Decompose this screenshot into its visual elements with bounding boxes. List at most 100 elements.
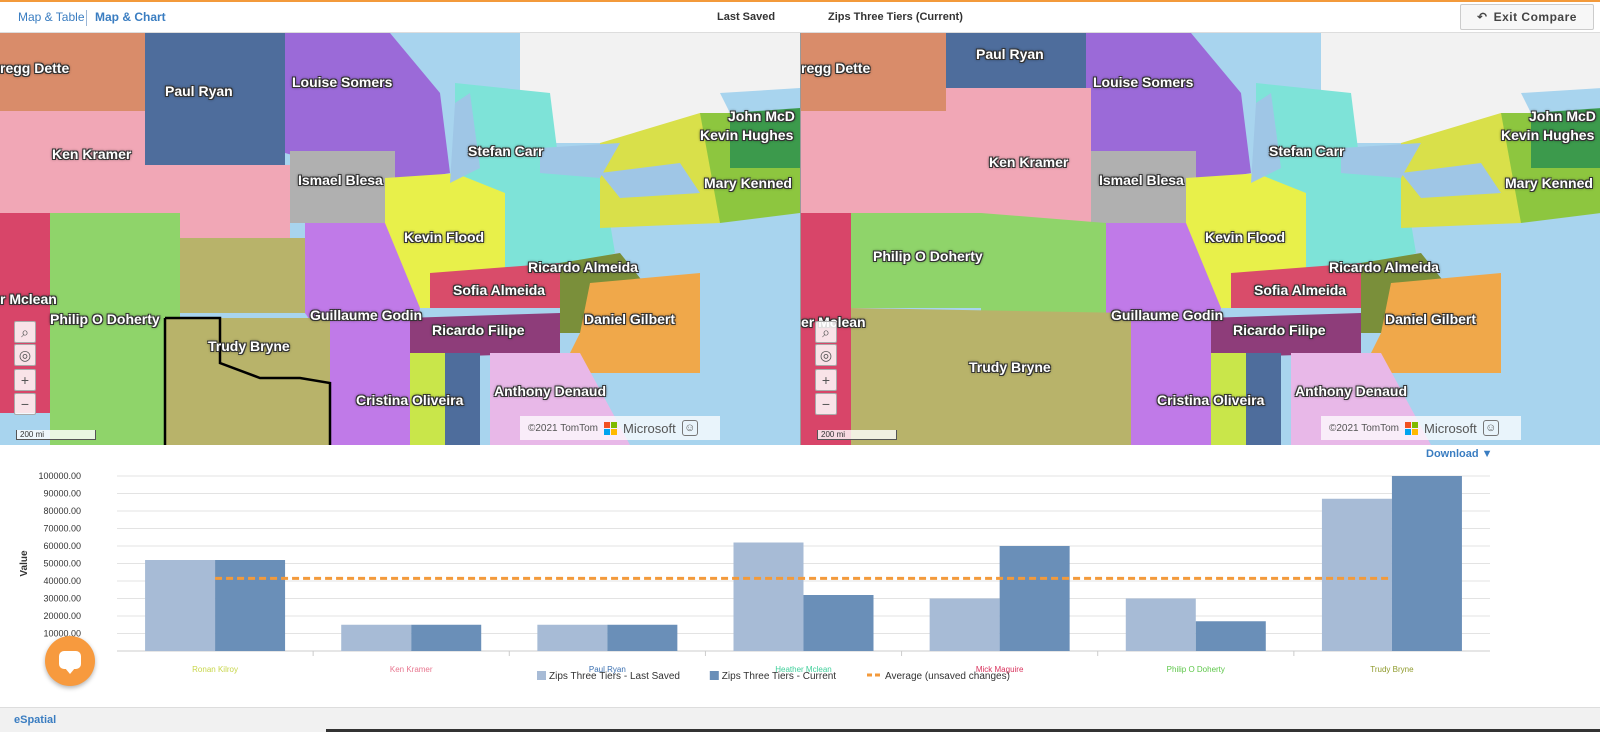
y-tick-label: 40000.00 (43, 576, 81, 586)
territory-label: regg Dette (0, 60, 70, 76)
territory-label: Mary Kenned (704, 175, 792, 191)
last-saved-label: Last Saved (717, 11, 776, 23)
zoom-out-button[interactable]: − (14, 393, 36, 415)
territory-label: Guillaume Godin (310, 307, 423, 323)
map-last-saved[interactable]: regg Dette Paul Ryan Louise Somers John … (0, 33, 800, 445)
y-axis-label: Value (19, 550, 30, 577)
legend-swatch (709, 671, 719, 680)
x-tick-label: Paul Ryan (589, 665, 626, 674)
top-bar: Map & Table Map & Chart Last Saved Zips … (0, 0, 1600, 33)
territory-label: Paul Ryan (165, 83, 233, 99)
bar (1195, 621, 1266, 651)
territory-label: Cristina Oliveira (356, 392, 464, 408)
territory-label: Philip O Doherty (50, 311, 160, 327)
scale-bar: 200 mi (817, 430, 897, 440)
legend-label: Zips Three Tiers - Last Saved (549, 671, 680, 682)
bar (803, 595, 874, 651)
locate-button[interactable]: ◎ (14, 344, 36, 366)
comparison-bar-chart: 10000.00 20000.00 30000.00 40000.00 50000.00… (19, 471, 1490, 682)
map-attribution: ©2021 TomTom Microsoft ☺ (1321, 416, 1521, 440)
zoom-in-button[interactable]: + (815, 369, 837, 391)
territory-label: Mary Kenned (1505, 175, 1593, 191)
microsoft-text: Microsoft (623, 420, 676, 436)
microsoft-logo-icon (1405, 421, 1418, 435)
territory-label: Kevin Hughes (1501, 127, 1595, 143)
territory-label: Stefan Carr (468, 143, 544, 159)
y-tick-label: 50000.00 (43, 559, 81, 569)
exit-compare-label: Exit Compare (1493, 10, 1577, 24)
target-icon: ◎ (18, 347, 32, 363)
x-tick-label: Trudy Bryne (1370, 665, 1414, 674)
bar (411, 624, 482, 651)
territory-label: Louise Somers (292, 74, 393, 90)
chat-bubble-icon (59, 651, 81, 674)
territory-label: Ismael Blesa (298, 172, 383, 188)
magnifier-icon: ⌕ (822, 324, 830, 340)
microsoft-text: Microsoft (1424, 420, 1477, 436)
territory-label: Ismael Blesa (1099, 172, 1184, 188)
territory-label: Ricardo Almeida (528, 259, 638, 275)
territory-label: Cristina Oliveira (1157, 392, 1265, 408)
territory-label: Daniel Gilbert (1385, 311, 1477, 327)
territory-label: Trudy Bryne (969, 359, 1051, 375)
bar (1125, 598, 1196, 651)
map-current[interactable]: regg Dette Paul Ryan Louise Somers John … (800, 33, 1600, 445)
exit-compare-button[interactable]: ↶ Exit Compare (1460, 4, 1594, 30)
zoom-in-button[interactable]: + (14, 369, 36, 391)
bar (341, 624, 412, 651)
undo-arrow-icon: ↶ (1477, 10, 1488, 24)
y-tick-label: 20000.00 (43, 611, 81, 621)
zoom-out-button[interactable]: − (815, 393, 837, 415)
plus-icon: + (821, 372, 831, 388)
feedback-smiley-icon[interactable]: ☺ (1482, 420, 1499, 436)
territory-label: Sofia Almeida (453, 282, 546, 298)
current-label: Zips Three Tiers (Current) (828, 11, 963, 23)
download-button[interactable]: Download ▼ (1426, 448, 1493, 460)
tab-map-chart[interactable]: Map & Chart (95, 10, 166, 24)
territory-label: John McD (1529, 108, 1596, 124)
chat-button[interactable] (45, 636, 95, 686)
magnifier-icon: ⌕ (21, 324, 29, 340)
zoom-to-selection-button[interactable]: ⌕ (815, 321, 837, 343)
y-tick-label: 100000.00 (38, 471, 81, 481)
bar (999, 546, 1070, 651)
territory-label: regg Dette (801, 60, 871, 76)
territory-label: Daniel Gilbert (584, 311, 676, 327)
footer: eSpatial (0, 707, 1600, 732)
territory-label: Kevin Flood (404, 229, 485, 245)
x-tick-label: Philip O Doherty (1167, 665, 1225, 674)
copyright-text: ©2021 TomTom (1329, 422, 1399, 434)
territory-label: Ricardo Filipe (1233, 322, 1326, 338)
y-tick-label: 90000.00 (43, 489, 81, 499)
scale-bar: 200 mi (16, 430, 96, 440)
minus-icon: − (20, 396, 30, 412)
map-attribution: ©2021 TomTom Microsoft ☺ (520, 416, 720, 440)
territory-label: Kevin Hughes (700, 127, 794, 143)
bar (1321, 498, 1392, 651)
territory-label: John McD (728, 108, 795, 124)
y-tick-label: 30000.00 (43, 594, 81, 604)
map-canvas (801, 33, 1600, 445)
y-tick-label: 10000.00 (43, 629, 81, 639)
bar (145, 560, 216, 651)
legend-label: Zips Three Tiers - Current (722, 671, 837, 682)
territory-label: Ricardo Filipe (432, 322, 525, 338)
x-tick-label: Heather Mclean (775, 665, 831, 674)
zoom-to-selection-button[interactable]: ⌕ (14, 321, 36, 343)
y-tick-label: 80000.00 (43, 506, 81, 516)
x-tick-label: Ronan Kilroy (192, 665, 238, 674)
territory-label: Philip O Doherty (873, 248, 983, 264)
bar (929, 598, 1000, 651)
minus-icon: − (821, 396, 831, 412)
tab-map-table[interactable]: Map & Table (18, 10, 85, 24)
territory-label: Trudy Bryne (208, 338, 290, 354)
territory-label: Anthony Denaud (494, 383, 606, 399)
territory-label: Stefan Carr (1269, 143, 1345, 159)
territory-label: Ken Kramer (52, 146, 132, 162)
feedback-smiley-icon[interactable]: ☺ (681, 420, 698, 436)
locate-button[interactable]: ◎ (815, 344, 837, 366)
territory-label: Paul Ryan (976, 46, 1044, 62)
footer-bar (326, 729, 1600, 732)
bar (1391, 476, 1462, 651)
map-canvas (0, 33, 800, 445)
